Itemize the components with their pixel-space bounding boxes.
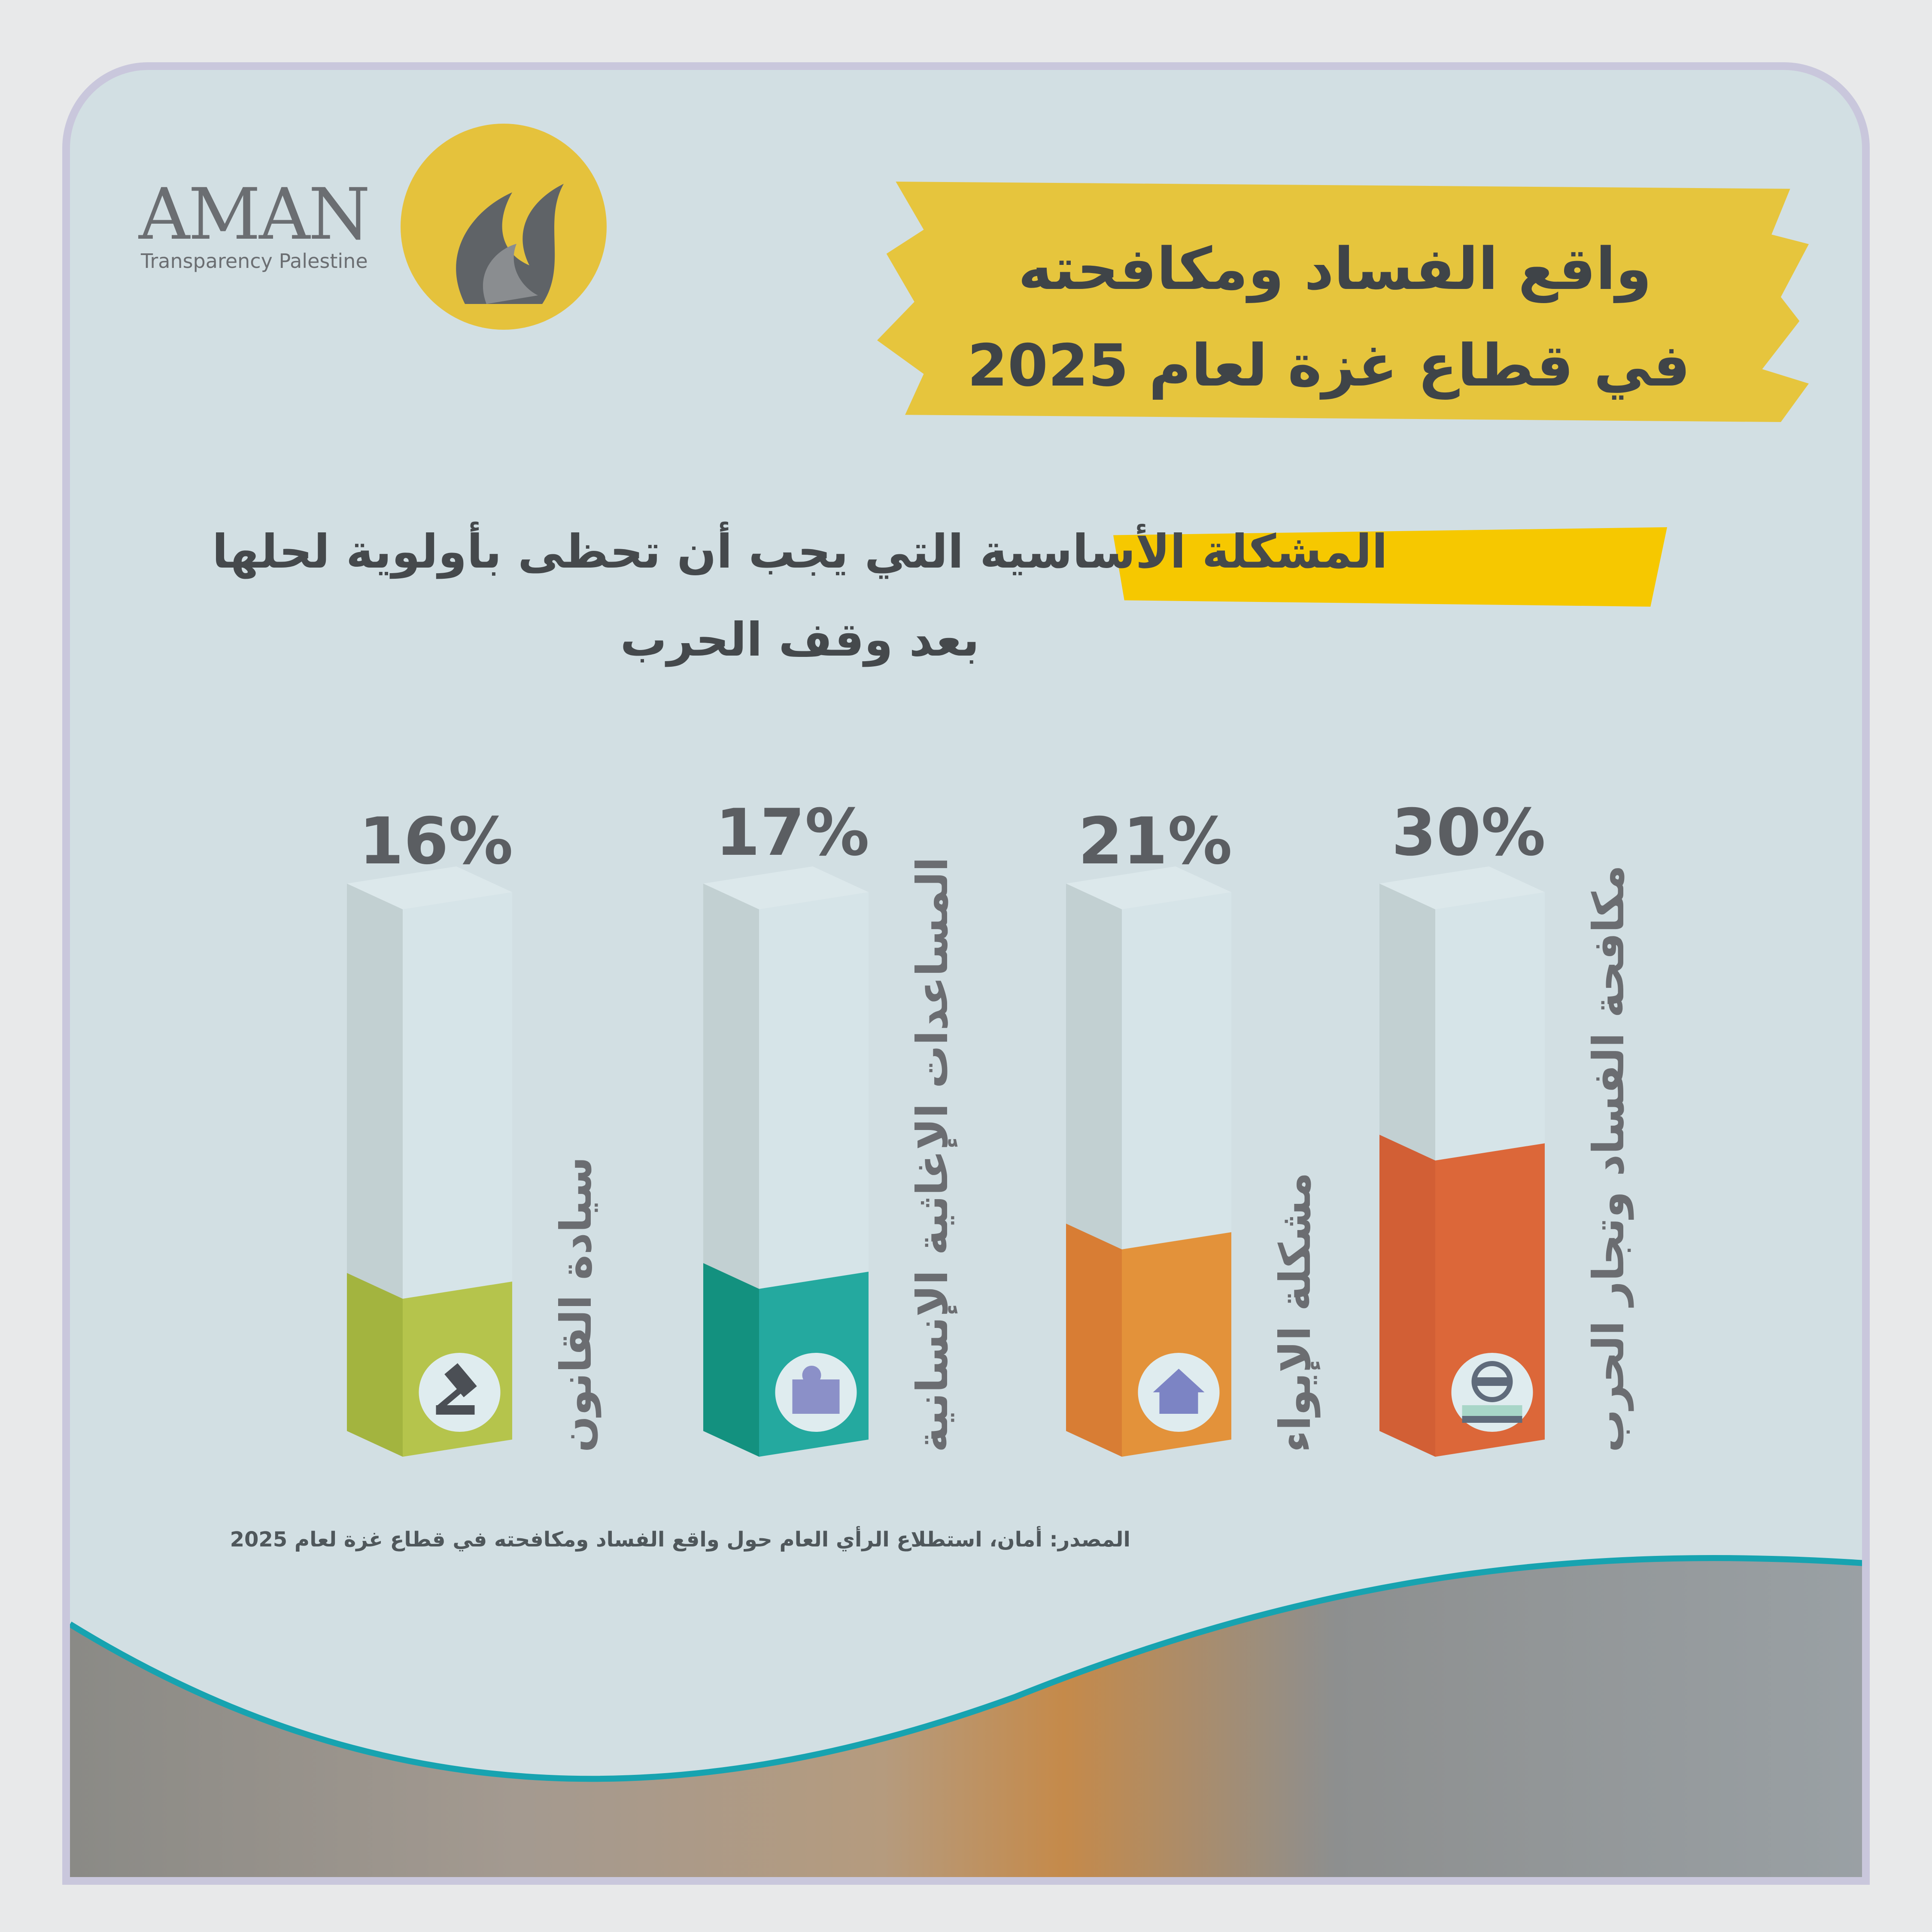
infographic-card: AMAN Transparency Palestine واقع الفساد … bbox=[62, 62, 1870, 1885]
bar-fill-side bbox=[347, 1273, 403, 1457]
category-label: مكافحة الفساد وتجار الحرب bbox=[1583, 865, 1634, 1452]
value-label: 17% bbox=[715, 796, 870, 870]
bar-chart bbox=[347, 866, 1545, 1457]
category-label: مشكلة الإيواء bbox=[1270, 1172, 1320, 1453]
title-line-2: في قطاع غزة لعام 2025 bbox=[967, 332, 1690, 399]
logo-tagline: Transparency Palestine bbox=[141, 249, 368, 273]
subtitle-highlight bbox=[1113, 527, 1667, 607]
house-shape bbox=[1153, 1369, 1205, 1414]
subtitle-line-1: المشكلة الأساسية التي يجب أن تحظى بأولوي… bbox=[212, 525, 1388, 579]
bar-top-face bbox=[703, 866, 869, 909]
category-label: المساعدات الإغاثية الإنسانية bbox=[907, 857, 957, 1452]
gavel-head bbox=[444, 1363, 477, 1397]
aid-box bbox=[792, 1379, 840, 1414]
thief-stripe bbox=[1462, 1416, 1522, 1423]
source-note: المصدر: أمان، استطلاع الرأي العام حول وا… bbox=[230, 1528, 1130, 1552]
value-label: 21% bbox=[1078, 804, 1233, 879]
logo-emblem bbox=[401, 124, 607, 330]
logo-flame-icon bbox=[456, 184, 564, 304]
value-label: 16% bbox=[358, 804, 513, 879]
category-label: سيادة القانون bbox=[551, 1157, 601, 1452]
title-line-1: واقع الفساد ومكافحته bbox=[1018, 235, 1652, 303]
bar-fill-side bbox=[703, 1263, 759, 1457]
title-highlight bbox=[877, 182, 1809, 422]
subtitle-line-2: بعد وقف الحرب bbox=[620, 613, 980, 667]
logo-name: AMAN bbox=[139, 173, 371, 255]
bar-top-face bbox=[1066, 866, 1231, 909]
bar-top-face bbox=[1379, 866, 1545, 909]
gavel-base bbox=[436, 1405, 475, 1415]
wave-divider bbox=[70, 1555, 1862, 1782]
bar-fill-side bbox=[1379, 1135, 1435, 1457]
aid-bread bbox=[802, 1366, 821, 1385]
value-label: 30% bbox=[1391, 796, 1546, 870]
thief-mask bbox=[1473, 1377, 1512, 1386]
bar-fill-side bbox=[1066, 1224, 1122, 1457]
bar-top-face bbox=[347, 866, 512, 909]
